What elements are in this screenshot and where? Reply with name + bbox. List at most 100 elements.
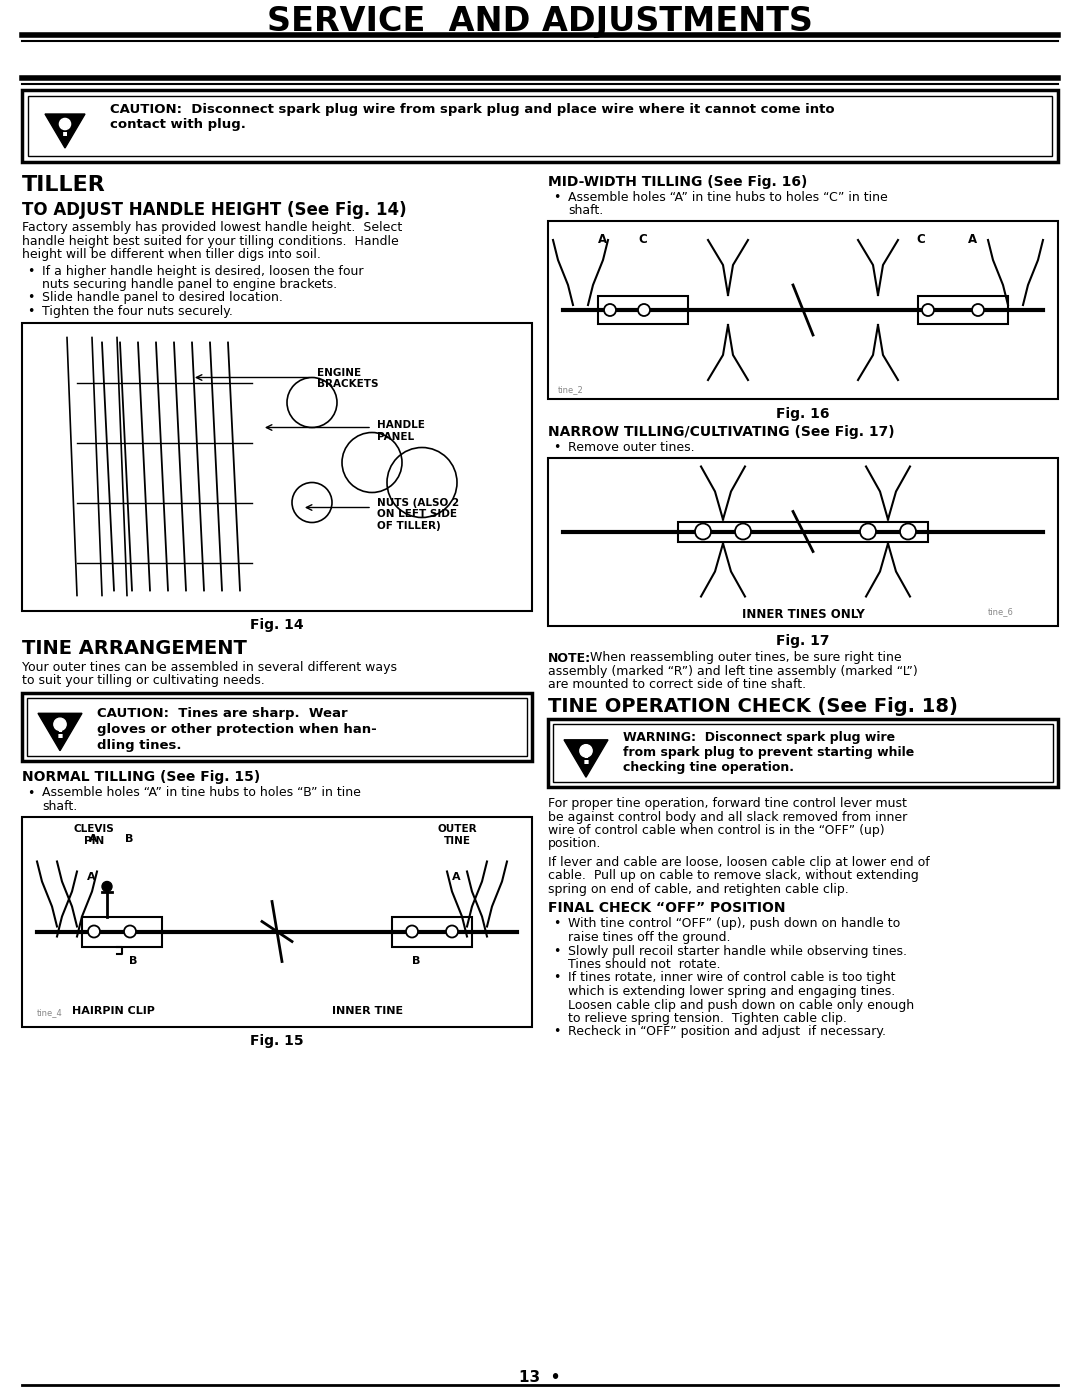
Polygon shape bbox=[38, 714, 82, 750]
Text: gloves or other protection when han-: gloves or other protection when han- bbox=[97, 722, 377, 735]
Text: which is extending lower spring and engaging tines.: which is extending lower spring and enga… bbox=[568, 985, 895, 997]
Circle shape bbox=[59, 119, 70, 130]
Bar bbox=[22, 323, 532, 610]
Text: •: • bbox=[553, 971, 561, 985]
Text: C: C bbox=[638, 233, 647, 246]
Text: TINE OPERATION CHECK (See Fig. 18): TINE OPERATION CHECK (See Fig. 18) bbox=[548, 697, 958, 717]
Circle shape bbox=[54, 718, 66, 731]
Text: B: B bbox=[125, 834, 133, 845]
Bar bbox=[598, 296, 688, 324]
Text: spring on end of cable, and retighten cable clip.: spring on end of cable, and retighten ca… bbox=[548, 883, 849, 895]
Text: •: • bbox=[553, 944, 561, 957]
Text: CAUTION:  Tines are sharp.  Wear: CAUTION: Tines are sharp. Wear bbox=[97, 707, 348, 719]
Text: If tines rotate, inner wire of control cable is too tight: If tines rotate, inner wire of control c… bbox=[568, 971, 895, 985]
Text: •: • bbox=[553, 918, 561, 930]
Circle shape bbox=[972, 305, 984, 316]
Text: •: • bbox=[27, 787, 35, 799]
Text: shaft.: shaft. bbox=[568, 204, 604, 218]
Text: When reassembling outer tines, be sure right tine: When reassembling outer tines, be sure r… bbox=[586, 651, 902, 665]
Bar bbox=[82, 916, 162, 947]
Polygon shape bbox=[45, 115, 85, 148]
Bar bbox=[548, 221, 1058, 400]
Bar bbox=[22, 89, 1058, 162]
Text: Remove outer tines.: Remove outer tines. bbox=[568, 441, 694, 454]
Text: For proper tine operation, forward tine control lever must: For proper tine operation, forward tine … bbox=[548, 798, 907, 810]
Text: WARNING:  Disconnect spark plug wire: WARNING: Disconnect spark plug wire bbox=[623, 731, 895, 745]
Text: CLEVIS
PIN: CLEVIS PIN bbox=[73, 824, 114, 847]
Text: to suit your tilling or cultivating needs.: to suit your tilling or cultivating need… bbox=[22, 673, 265, 687]
Bar bbox=[553, 724, 1053, 782]
Text: MID-WIDTH TILLING (See Fig. 16): MID-WIDTH TILLING (See Fig. 16) bbox=[548, 175, 808, 189]
Text: •: • bbox=[27, 264, 35, 278]
Text: Loosen cable clip and push down on cable only enough: Loosen cable clip and push down on cable… bbox=[568, 999, 914, 1011]
Text: checking tine operation.: checking tine operation. bbox=[623, 761, 794, 774]
Text: INNER TINE: INNER TINE bbox=[332, 1006, 403, 1017]
Text: Assemble holes “A” in tine hubs to holes “C” in tine: Assemble holes “A” in tine hubs to holes… bbox=[568, 191, 888, 204]
Text: With tine control “OFF” (up), push down on handle to: With tine control “OFF” (up), push down … bbox=[568, 918, 901, 930]
Text: are mounted to correct side of tine shaft.: are mounted to correct side of tine shaf… bbox=[548, 679, 806, 692]
Text: A: A bbox=[453, 872, 461, 882]
Circle shape bbox=[580, 745, 592, 757]
Bar bbox=[678, 521, 928, 542]
Text: NARROW TILLING/CULTIVATING (See Fig. 17): NARROW TILLING/CULTIVATING (See Fig. 17) bbox=[548, 425, 894, 439]
Text: Recheck in “OFF” position and adjust  if necessary.: Recheck in “OFF” position and adjust if … bbox=[568, 1025, 886, 1038]
Text: tine_4: tine_4 bbox=[37, 1009, 63, 1017]
Text: 13  •: 13 • bbox=[519, 1370, 561, 1384]
Bar bbox=[918, 296, 1008, 324]
Text: A: A bbox=[598, 233, 608, 246]
Text: C: C bbox=[917, 233, 926, 246]
Text: cable.  Pull up on cable to remove slack, without extending: cable. Pull up on cable to remove slack,… bbox=[548, 869, 919, 883]
Circle shape bbox=[638, 305, 650, 316]
Circle shape bbox=[900, 524, 916, 539]
Text: Tighten the four nuts securely.: Tighten the four nuts securely. bbox=[42, 305, 233, 319]
Text: •: • bbox=[27, 292, 35, 305]
Text: wire of control cable when control is in the “OFF” (up): wire of control cable when control is in… bbox=[548, 824, 885, 837]
Text: •: • bbox=[27, 305, 35, 319]
Text: HANDLE
PANEL: HANDLE PANEL bbox=[377, 420, 424, 441]
Text: from spark plug to prevent starting while: from spark plug to prevent starting whil… bbox=[623, 746, 915, 759]
Text: SERVICE  AND ADJUSTMENTS: SERVICE AND ADJUSTMENTS bbox=[267, 6, 813, 38]
Text: contact with plug.: contact with plug. bbox=[110, 117, 246, 131]
Circle shape bbox=[735, 524, 751, 539]
Text: dling tines.: dling tines. bbox=[97, 739, 181, 752]
Text: !: ! bbox=[59, 120, 70, 140]
Polygon shape bbox=[564, 740, 608, 777]
Text: Factory assembly has provided lowest handle height.  Select: Factory assembly has provided lowest han… bbox=[22, 221, 402, 235]
Text: Fig. 15: Fig. 15 bbox=[251, 1035, 303, 1049]
Text: B: B bbox=[411, 957, 420, 967]
Text: A: A bbox=[89, 834, 97, 845]
Bar bbox=[548, 457, 1058, 626]
Text: Fig. 16: Fig. 16 bbox=[777, 407, 829, 420]
Text: handle height best suited for your tilling conditions.  Handle: handle height best suited for your tilli… bbox=[22, 235, 399, 247]
Text: NOTE:: NOTE: bbox=[548, 651, 591, 665]
Text: Slowly pull recoil starter handle while observing tines.: Slowly pull recoil starter handle while … bbox=[568, 944, 907, 957]
Circle shape bbox=[406, 925, 418, 937]
Text: position.: position. bbox=[548, 837, 602, 851]
Text: B: B bbox=[129, 957, 137, 967]
Text: Tines should not  rotate.: Tines should not rotate. bbox=[568, 958, 720, 971]
Text: Fig. 14: Fig. 14 bbox=[251, 619, 303, 633]
Text: NORMAL TILLING (See Fig. 15): NORMAL TILLING (See Fig. 15) bbox=[22, 771, 260, 785]
Bar bbox=[22, 816, 532, 1027]
Text: FINAL CHECK “OFF” POSITION: FINAL CHECK “OFF” POSITION bbox=[548, 901, 785, 915]
Text: shaft.: shaft. bbox=[42, 800, 78, 813]
Text: assembly (marked “R”) and left tine assembly (marked “L”): assembly (marked “R”) and left tine asse… bbox=[548, 665, 918, 678]
Bar bbox=[548, 719, 1058, 787]
Text: •: • bbox=[553, 191, 561, 204]
Text: tine_6: tine_6 bbox=[988, 608, 1014, 616]
Circle shape bbox=[922, 305, 934, 316]
Text: TINE ARRANGEMENT: TINE ARRANGEMENT bbox=[22, 638, 247, 658]
Text: If a higher handle height is desired, loosen the four: If a higher handle height is desired, lo… bbox=[42, 264, 364, 278]
Text: Slide handle panel to desired location.: Slide handle panel to desired location. bbox=[42, 292, 283, 305]
Text: ENGINE
BRACKETS: ENGINE BRACKETS bbox=[318, 367, 378, 390]
Circle shape bbox=[860, 524, 876, 539]
Text: HAIRPIN CLIP: HAIRPIN CLIP bbox=[72, 1006, 154, 1017]
Text: !: ! bbox=[54, 719, 66, 743]
Text: TO ADJUST HANDLE HEIGHT (See Fig. 14): TO ADJUST HANDLE HEIGHT (See Fig. 14) bbox=[22, 201, 407, 219]
Text: OUTER
TINE: OUTER TINE bbox=[437, 824, 476, 847]
Text: raise tines off the ground.: raise tines off the ground. bbox=[568, 930, 730, 944]
Text: TILLER: TILLER bbox=[22, 175, 106, 196]
Text: A: A bbox=[87, 872, 96, 882]
Text: •: • bbox=[553, 1025, 561, 1038]
Circle shape bbox=[446, 925, 458, 937]
